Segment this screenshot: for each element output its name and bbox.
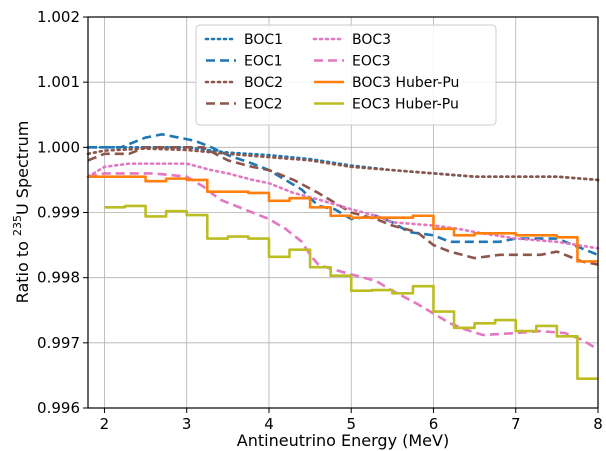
y-axis-label-sup: 235 [11, 215, 24, 236]
y-tick-label: 1.000 [37, 138, 80, 156]
x-axis-label: Antineutrino Energy (MeV) [237, 431, 449, 450]
legend-label-eoc2: EOC2 [244, 97, 283, 113]
legend-label-eoc3: EOC3 [352, 54, 391, 70]
legend-label-eoc1: EOC1 [244, 54, 283, 70]
legend: BOC1 EOC1 BOC2 EOC2 BOC3 EOC3 BOC3 Huber-Pu EOC… [195, 24, 497, 126]
x-tick-label: 2 [100, 415, 110, 433]
legend-box [195, 24, 497, 126]
x-tick-label: 6 [429, 415, 439, 433]
y-tick-label: 0.996 [37, 399, 80, 417]
legend-label-boc1: BOC1 [244, 32, 283, 48]
series-lines [86, 133, 600, 380]
legend-label-boc3-huber-pu: BOC3 Huber-Pu [352, 75, 459, 91]
x-tick-label: 8 [593, 415, 603, 433]
y-tick-label: 1.002 [37, 8, 80, 26]
axis-ticks: 2 3 4 5 6 7 8 0.996 0.997 0.998 0.999 1.000 1.001 1.0… [37, 8, 603, 433]
y-axis-label: Ratio to 235U Spectrum [11, 121, 32, 304]
y-tick-label: 0.999 [37, 204, 80, 222]
series-line-eoc3-huber-pu [104, 204, 598, 380]
y-tick-label: 0.998 [37, 269, 80, 287]
series-line-eoc2 [87, 146, 599, 266]
legend-label-boc3: BOC3 [352, 32, 391, 48]
x-tick-label: 5 [346, 415, 356, 433]
legend-label-eoc3-huber-pu: EOC3 Huber-Pu [352, 97, 459, 113]
y-tick-label: 0.997 [37, 334, 80, 352]
legend-label-boc2: BOC2 [244, 75, 283, 91]
series-line-boc2 [86, 147, 600, 182]
series-line-boc3-huber-pu [88, 175, 598, 263]
x-tick-label: 7 [511, 415, 521, 433]
y-axis-label-post: U Spectrum [13, 121, 32, 215]
y-tick-label: 1.001 [37, 73, 80, 91]
series-line-boc3 [86, 162, 600, 250]
x-tick-label: 3 [182, 415, 192, 433]
y-axis-label-pre: Ratio to [13, 236, 32, 303]
x-tick-label: 4 [264, 415, 274, 433]
